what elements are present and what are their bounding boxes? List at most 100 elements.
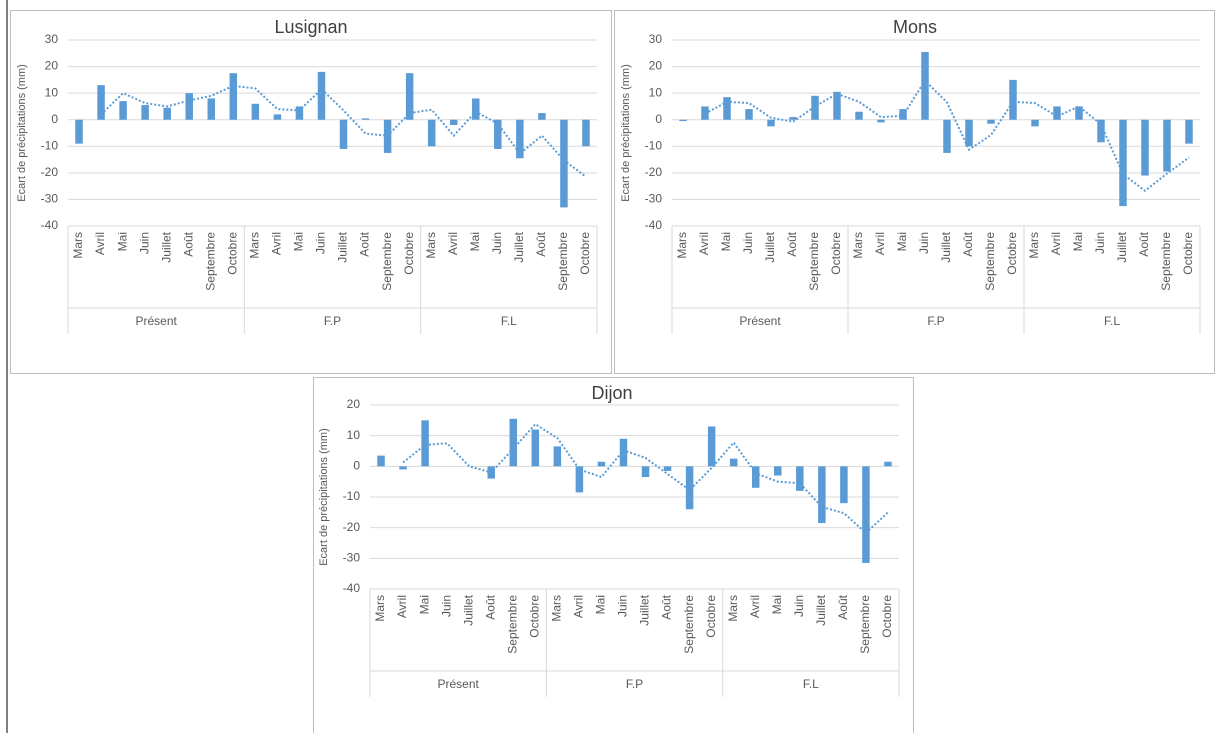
x-tick-label: Octobre	[402, 232, 416, 275]
y-tick-label: -10	[343, 489, 361, 503]
bar	[405, 73, 414, 120]
trend-line	[704, 78, 1190, 193]
x-tick-label: Mars	[1027, 232, 1041, 259]
y-tick-label: -10	[645, 138, 663, 152]
x-tick-label: Avril	[572, 595, 586, 618]
x-tick-label: Mai	[895, 232, 909, 251]
x-tick-label: Août	[534, 231, 548, 256]
x-tick-label: Septembre	[556, 232, 570, 291]
x-tick-label: Mai	[417, 595, 431, 614]
bar	[965, 119, 973, 147]
bar	[679, 119, 687, 122]
x-tick-label: Mai	[115, 232, 129, 251]
bar	[538, 113, 546, 120]
y-tick-label: -40	[41, 218, 59, 232]
y-tick-label: 0	[655, 112, 662, 126]
bar	[141, 105, 149, 120]
x-tick-label: Avril	[873, 232, 887, 255]
bar	[1141, 119, 1149, 176]
y-tick-label: 20	[45, 59, 59, 73]
x-tick-label: Juin	[741, 232, 755, 254]
x-tick-label: Juin	[917, 232, 931, 254]
x-tick-label: Septembre	[1159, 232, 1173, 291]
x-tick-label: Avril	[748, 595, 762, 618]
chart-title: Dijon	[591, 383, 632, 403]
bar	[943, 119, 951, 153]
bar	[751, 466, 760, 488]
x-tick-label: Juin	[792, 595, 806, 617]
bar	[1009, 79, 1017, 120]
bar	[1053, 106, 1061, 120]
x-tick-label: Septembre	[682, 595, 696, 654]
bar	[833, 91, 841, 120]
bar	[1119, 119, 1127, 207]
y-tick-label: 20	[649, 59, 663, 73]
panel-frame	[313, 377, 914, 733]
x-tick-label: Mars	[248, 232, 262, 259]
bar	[317, 71, 326, 120]
x-tick-label: Octobre	[704, 595, 718, 638]
x-tick-label: Mars	[851, 232, 865, 259]
x-tick-label: Avril	[93, 232, 107, 255]
bar	[207, 98, 216, 120]
x-tick-label: Mai	[770, 595, 784, 614]
x-tick-label: Septembre	[203, 232, 217, 291]
x-tick-label: Octobre	[880, 595, 894, 638]
x-tick-label: Août	[836, 594, 850, 619]
group-label: F.P	[927, 314, 944, 328]
group-label: F.P	[626, 677, 643, 691]
panel-frame	[614, 10, 1215, 374]
x-tick-label: Octobre	[1181, 232, 1195, 275]
x-tick-label: Août	[181, 231, 195, 256]
bar	[796, 466, 804, 491]
group-label: F.P	[324, 314, 341, 328]
bar	[185, 93, 193, 120]
x-tick-label: Juillet	[939, 231, 953, 262]
x-tick-label: Août	[1137, 231, 1151, 256]
bar	[597, 461, 606, 467]
x-tick-label: Mars	[726, 595, 740, 622]
bar	[619, 438, 628, 467]
bar	[921, 51, 929, 120]
bar	[399, 466, 407, 470]
y-tick-label: 10	[649, 85, 663, 99]
bar	[729, 458, 738, 467]
y-tick-label: 10	[347, 428, 361, 442]
bar	[119, 101, 127, 120]
x-tick-label: Mai	[594, 595, 608, 614]
x-tick-label: Mai	[1071, 232, 1085, 251]
x-tick-label: Octobre	[1005, 232, 1019, 275]
x-tick-label: Septembre	[858, 595, 872, 654]
bar	[1031, 119, 1039, 127]
bar	[745, 109, 753, 120]
x-tick-label: Mars	[71, 232, 85, 259]
chart-title: Mons	[893, 17, 937, 37]
x-tick-label: Avril	[446, 232, 460, 255]
bar	[75, 119, 83, 144]
x-tick-label: Avril	[270, 232, 284, 255]
y-tick-label: 10	[45, 85, 59, 99]
bar	[251, 103, 260, 120]
x-tick-label: Août	[660, 594, 674, 619]
group-label: Présent	[437, 677, 479, 691]
bar	[707, 426, 716, 467]
x-tick-label: Mai	[719, 232, 733, 251]
panel-frame	[10, 10, 612, 374]
bar	[97, 85, 105, 120]
bar	[1097, 119, 1105, 143]
x-tick-label: Août	[961, 231, 975, 256]
y-axis-label: Ecart de précipitations (mm)	[16, 64, 28, 202]
bar	[509, 418, 518, 467]
group-label: Présent	[135, 314, 177, 328]
x-tick-label: Juin	[1093, 232, 1107, 254]
bar	[377, 455, 385, 467]
bar	[884, 461, 892, 467]
group-label: F.L	[803, 677, 819, 691]
x-tick-label: Juillet	[159, 231, 173, 262]
x-tick-label: Mai	[292, 232, 306, 251]
y-axis-label: Ecart de précipitations (mm)	[318, 428, 330, 566]
y-tick-label: 30	[649, 32, 663, 46]
bar	[427, 119, 436, 147]
